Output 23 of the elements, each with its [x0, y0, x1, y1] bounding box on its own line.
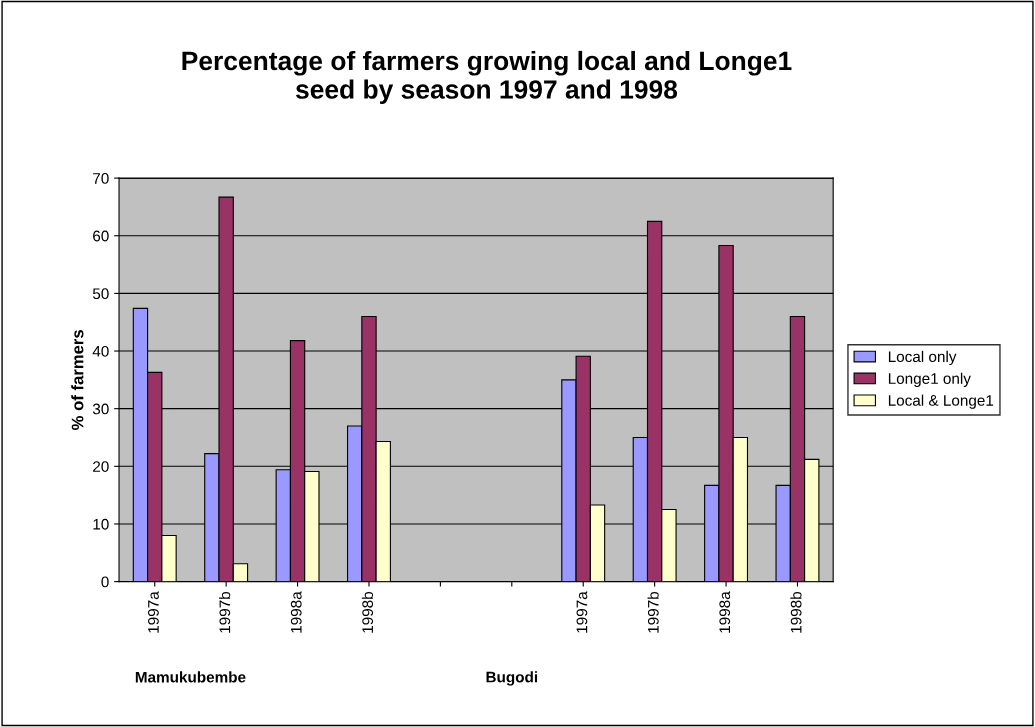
text: Mamukubembe	[135, 671, 246, 683]
y-tick-label: 10	[93, 518, 109, 530]
chart-title: Percentage of farmers growing local and Longe1 seed by season 1997 and 1998	[182, 50, 792, 105]
y-tick-label: 50	[92, 288, 109, 300]
y-axis-title: % of farmers	[71, 330, 84, 430]
x-tick-label: 1997b	[219, 591, 231, 633]
legend-label: Local & Longe1	[888, 394, 994, 409]
y-tick-label: 70	[93, 172, 109, 184]
x-tick-label: 1998b	[361, 591, 374, 633]
legend-label: Longe1 only	[888, 372, 971, 387]
x-tick-label: 1998a	[290, 591, 302, 633]
y-tick-label: 30	[92, 403, 109, 415]
y-tick-label: 20	[93, 461, 109, 472]
x-tick-label: 1998b	[790, 591, 802, 633]
x-tick-label: 1997a	[148, 591, 159, 633]
y-tick-label: 60	[93, 230, 109, 242]
y-tick-label: 0	[101, 576, 109, 588]
text: Bugodi	[486, 671, 538, 686]
legend-label: Local only	[888, 350, 957, 366]
x-tick-label: 1997a	[576, 591, 588, 633]
x-tick-label: 1998a	[719, 591, 731, 633]
y-tick-label: 40	[92, 345, 109, 357]
x-tick-label: 1997b	[647, 591, 659, 633]
